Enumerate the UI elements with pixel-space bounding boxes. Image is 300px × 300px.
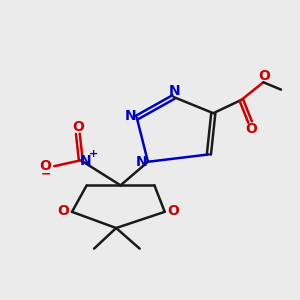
Text: N: N: [169, 83, 180, 98]
Text: O: O: [246, 122, 257, 136]
Text: O: O: [168, 204, 179, 218]
Text: +: +: [88, 149, 98, 159]
Text: O: O: [57, 204, 69, 218]
Text: O: O: [258, 69, 270, 83]
Text: O: O: [72, 120, 84, 134]
Text: N: N: [136, 155, 147, 170]
Text: O: O: [39, 159, 51, 172]
Text: N: N: [125, 109, 137, 123]
Text: −: −: [40, 168, 51, 181]
Text: N: N: [80, 154, 91, 168]
